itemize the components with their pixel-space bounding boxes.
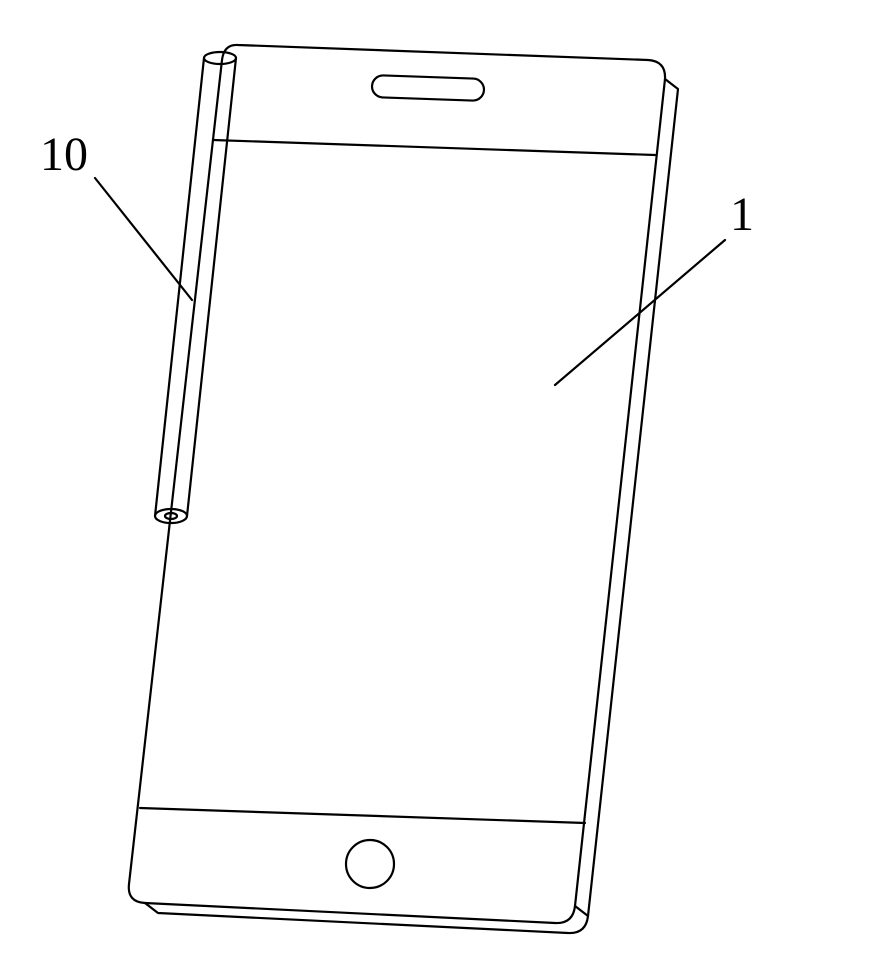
screen-top-divider: [213, 140, 655, 155]
callout-line-10: [95, 178, 192, 300]
phone-side-edge-rear: [575, 906, 588, 916]
home-button: [346, 840, 394, 888]
callout-label-1: 1: [730, 188, 754, 241]
speaker-slot: [372, 75, 485, 101]
phone-front-face: [129, 45, 665, 923]
patent-figure: 10 1: [0, 0, 889, 979]
screen-bottom-divider: [140, 808, 585, 823]
callout-line-1: [555, 240, 725, 385]
phone-side-edge: [145, 79, 678, 933]
callout-label-10: 10: [40, 128, 88, 181]
cylinder-right-edge: [187, 58, 236, 516]
cylinder-top-cap: [204, 52, 236, 64]
